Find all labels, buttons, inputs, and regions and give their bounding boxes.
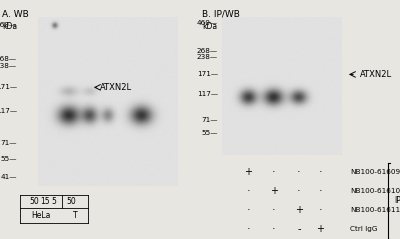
Text: 71—: 71— [0, 140, 17, 146]
Text: kDa: kDa [2, 22, 17, 31]
Text: ATXN2L: ATXN2L [360, 70, 392, 79]
Text: 71—: 71— [202, 117, 218, 123]
Text: 50: 50 [66, 197, 76, 206]
Text: HeLa: HeLa [32, 211, 51, 220]
Text: +: + [295, 205, 303, 215]
Text: kDa: kDa [202, 22, 217, 31]
Text: ·: · [318, 167, 322, 177]
Text: 41—: 41— [0, 174, 17, 180]
Text: ·: · [246, 224, 250, 234]
Text: -: - [297, 224, 300, 234]
Text: 171—: 171— [0, 84, 17, 90]
Text: A. WB: A. WB [2, 10, 29, 19]
Text: 460—: 460— [197, 21, 218, 27]
Text: 238—: 238— [0, 64, 17, 70]
Text: ·: · [246, 205, 250, 215]
Text: T: T [73, 211, 78, 220]
Text: NB100-61610: NB100-61610 [350, 188, 400, 194]
Text: 50: 50 [30, 197, 39, 206]
Text: Ctrl IgG: Ctrl IgG [350, 226, 378, 233]
Text: ·: · [272, 224, 276, 234]
Text: NB100-61609: NB100-61609 [350, 169, 400, 175]
Text: ·: · [297, 167, 301, 177]
Text: 460—: 460— [0, 22, 17, 28]
Text: ATXN2L: ATXN2L [100, 83, 132, 92]
Text: IP: IP [394, 196, 400, 205]
Text: +: + [270, 186, 278, 196]
Text: 117—: 117— [197, 91, 218, 97]
Text: 171—: 171— [197, 71, 218, 77]
Text: +: + [316, 224, 324, 234]
Text: 238—: 238— [197, 54, 218, 60]
Text: 268—: 268— [0, 56, 17, 62]
Text: 15: 15 [40, 197, 50, 206]
Text: 117—: 117— [0, 108, 17, 114]
Text: 268—: 268— [197, 48, 218, 54]
Text: B. IP/WB: B. IP/WB [202, 10, 240, 19]
Text: 55—: 55— [202, 130, 218, 136]
Text: ·: · [297, 186, 301, 196]
Text: ·: · [272, 205, 276, 215]
Text: ·: · [318, 205, 322, 215]
Text: ·: · [318, 186, 322, 196]
Text: NB100-61611: NB100-61611 [350, 207, 400, 213]
Text: 5: 5 [52, 197, 56, 206]
Text: 55—: 55— [0, 156, 17, 162]
Text: ·: · [272, 167, 276, 177]
Text: ·: · [246, 186, 250, 196]
Text: +: + [244, 167, 252, 177]
